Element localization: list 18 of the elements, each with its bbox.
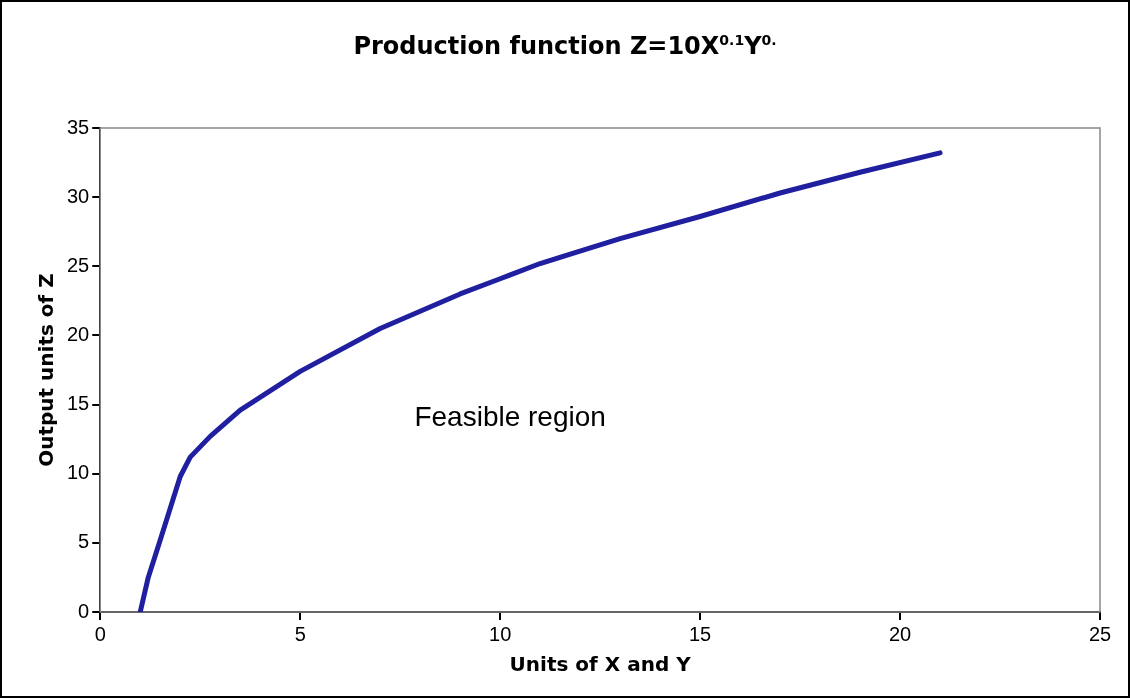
y-tick-label: 5 xyxy=(78,530,90,553)
x-tick-label: 20 xyxy=(888,622,912,645)
chart-title: Production function Z=10X$^{0.1}$Y$^{0.}$ xyxy=(352,32,778,60)
y-tick-label: 0 xyxy=(78,599,90,622)
x-tick-label: 25 xyxy=(1088,622,1112,645)
y-axis-title: Output units of Z xyxy=(34,273,59,467)
y-tick-label: 15 xyxy=(67,392,90,415)
x-tick-label: 10 xyxy=(489,622,512,645)
annotation: Feasible region xyxy=(414,401,606,433)
y-tick-label: 10 xyxy=(67,461,90,484)
y-tick-label: 30 xyxy=(67,184,90,207)
x-tick-label: 0 xyxy=(94,622,106,645)
x-tick-label: 15 xyxy=(688,622,712,645)
y-tick-label: 25 xyxy=(67,253,90,276)
y-tick-label: 20 xyxy=(67,322,90,345)
x-tick-label: 5 xyxy=(294,622,306,645)
x-axis-title: Units of X and Y xyxy=(509,652,692,677)
y-tick-label: 35 xyxy=(67,115,90,138)
